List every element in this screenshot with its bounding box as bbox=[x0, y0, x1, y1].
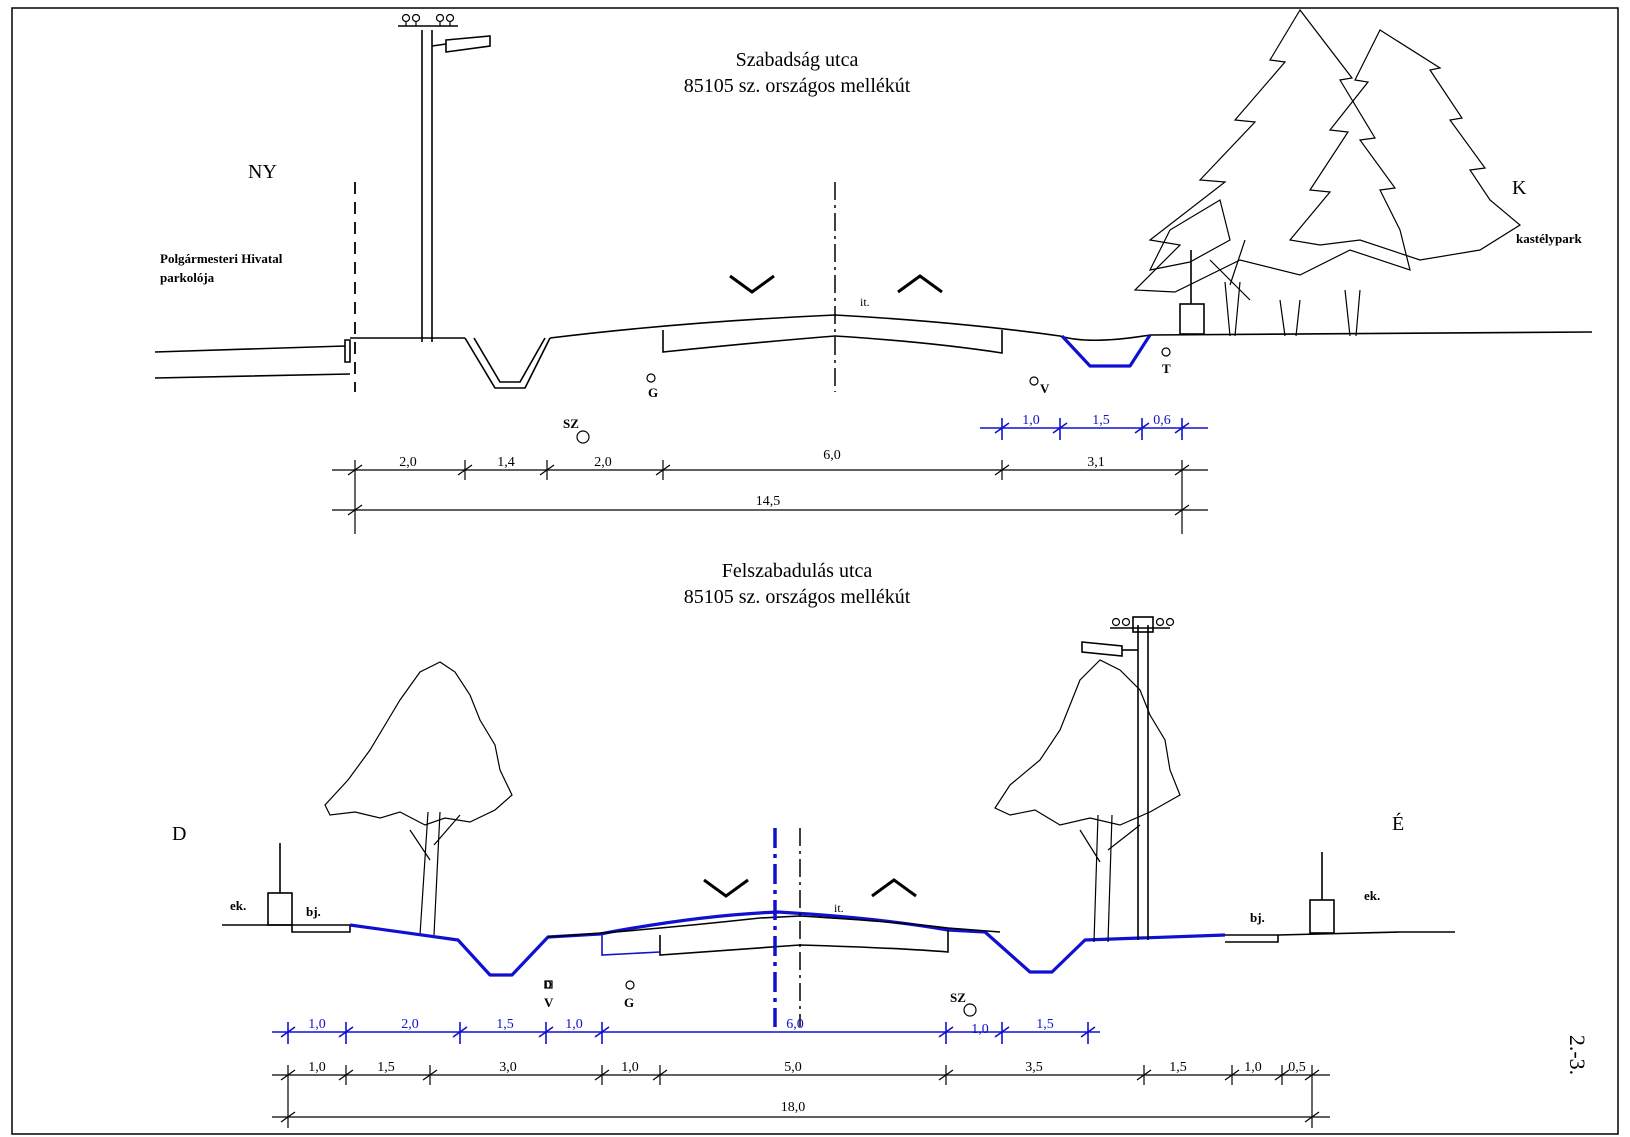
pavement-proposed bbox=[601, 934, 661, 956]
section2-title-line1: Felszabadulás utca bbox=[722, 560, 873, 582]
section2-dim-5: 5,0 bbox=[784, 1060, 802, 1075]
parking-surface bbox=[154, 337, 465, 379]
section1-left-note-line1: Polgármesteri Hivatal bbox=[160, 251, 283, 266]
section2-dim-blue-3: 1,5 bbox=[496, 1017, 514, 1032]
section2-dim-total: 18,0 bbox=[781, 1100, 806, 1115]
section1-dim-blue-3: 0,6 bbox=[1153, 413, 1171, 428]
utility-cabinet bbox=[1179, 303, 1205, 335]
crossfall-right bbox=[897, 274, 943, 294]
section1-dimensions: 1,0 1,5 0,6 2,0 1,4 2,0 6,0 3,1 14,5 bbox=[332, 413, 1208, 534]
street-light-pole bbox=[398, 13, 491, 342]
section1-label-it: it. bbox=[860, 295, 870, 309]
section1-title-line2: 85105 sz. országos mellékút bbox=[684, 75, 911, 97]
section2-label-bj-left: bj. bbox=[306, 904, 321, 919]
crossfall-left-2 bbox=[703, 878, 749, 898]
section2-left-direction: D bbox=[172, 823, 186, 845]
road-surface bbox=[549, 314, 1151, 342]
section1-title-line1: Szabadság utca bbox=[736, 49, 859, 71]
section1-dim-4: 6,0 bbox=[823, 448, 841, 463]
section2-dim-3: 3,0 bbox=[499, 1060, 517, 1075]
section1-util-sz: SZ bbox=[563, 416, 579, 431]
section2-dim-6: 3,5 bbox=[1025, 1060, 1043, 1075]
crossfall-left bbox=[729, 274, 775, 294]
ditch-right-proposed bbox=[1060, 334, 1152, 368]
section2-dim-2: 1,5 bbox=[377, 1060, 395, 1075]
section2-dim-1: 1,0 bbox=[308, 1060, 326, 1075]
section2-dim-8: 1,0 bbox=[1244, 1060, 1262, 1075]
sheet-number: 2.-3. bbox=[1565, 1035, 1590, 1075]
section1-left-direction: NY bbox=[248, 161, 277, 183]
section2-label-ek-right: ek. bbox=[1364, 888, 1380, 903]
ground-left bbox=[222, 924, 351, 933]
section-felszabadulas: Felszabadulás utca 85105 sz. országos me… bbox=[172, 560, 1455, 1128]
section2-label-bj-right: bj. bbox=[1250, 910, 1265, 925]
section1-dim-2: 1,4 bbox=[497, 455, 515, 470]
section1-dim-blue-1: 1,0 bbox=[1022, 413, 1040, 428]
section2-dimensions: 1,0 1,5 3,0 1,0 5,0 3,5 1,5 1,0 0,5 18,0 bbox=[272, 1060, 1330, 1128]
section2-label-it: it. bbox=[834, 901, 844, 915]
section1-dim-3: 2,0 bbox=[594, 455, 612, 470]
crossfall-right-2 bbox=[871, 878, 917, 898]
section1-util-g: G bbox=[648, 385, 658, 400]
section2-dim-7: 1,5 bbox=[1169, 1060, 1187, 1075]
section1-right-direction: K bbox=[1512, 177, 1527, 199]
section2-title-line2: 85105 sz. országos mellékút bbox=[684, 586, 911, 608]
section1-right-note: kastélypark bbox=[1516, 231, 1583, 246]
section2-dim-blue-7: 1,5 bbox=[1036, 1017, 1054, 1032]
section2-dim-blue-5: 6,0 bbox=[786, 1017, 804, 1032]
section1-dim-total: 14,5 bbox=[756, 494, 781, 509]
section2-dim-blue-1: 1,0 bbox=[308, 1017, 326, 1032]
section1-left-note-line2: parkolója bbox=[160, 270, 215, 285]
street-light-pole-2 bbox=[1081, 616, 1175, 940]
conifer-trees-icon bbox=[1133, 8, 1522, 337]
section2-util-g: G bbox=[624, 995, 634, 1010]
section1-dim-1: 2,0 bbox=[399, 455, 417, 470]
section1-util-t: T bbox=[1162, 361, 1171, 376]
ground-right bbox=[1225, 931, 1455, 943]
sheet-border bbox=[11, 7, 1619, 1135]
section2-dim-4: 1,0 bbox=[621, 1060, 639, 1075]
proposed-profile-line bbox=[349, 910, 1226, 977]
section-szabadsag: Szabadság utca 85105 sz. országos mellék… bbox=[154, 8, 1593, 534]
pavement-layer-2 bbox=[659, 930, 949, 956]
section2-util-d: D bbox=[544, 979, 552, 991]
deciduous-tree-left-icon bbox=[324, 661, 513, 936]
section2-dim-blue-2: 2,0 bbox=[401, 1017, 419, 1032]
utility-box-right bbox=[1309, 899, 1335, 934]
section1-util-v: V bbox=[1040, 381, 1050, 396]
section2-util-sz: SZ bbox=[950, 990, 966, 1005]
deciduous-tree-right-icon bbox=[994, 659, 1181, 943]
section2-dimensions-blue: 1,0 2,0 1,5 1,0 6,0 1,0 1,5 bbox=[272, 1017, 1100, 1044]
existing-profile-line bbox=[547, 915, 1001, 938]
utility-box-left bbox=[267, 892, 293, 926]
section2-dim-blue-6: 1,0 bbox=[971, 1022, 989, 1037]
section2-dim-9: 0,5 bbox=[1288, 1060, 1306, 1075]
section2-util-v: V bbox=[544, 995, 554, 1010]
section2-right-direction: É bbox=[1392, 812, 1404, 835]
section2-dim-blue-4: 1,0 bbox=[565, 1017, 583, 1032]
section2-label-ek-left: ek. bbox=[230, 898, 246, 913]
pavement-layer bbox=[662, 330, 1003, 354]
ditch-left bbox=[464, 337, 551, 389]
section1-dim-5: 3,1 bbox=[1087, 455, 1105, 470]
section1-dim-blue-2: 1,5 bbox=[1092, 413, 1110, 428]
